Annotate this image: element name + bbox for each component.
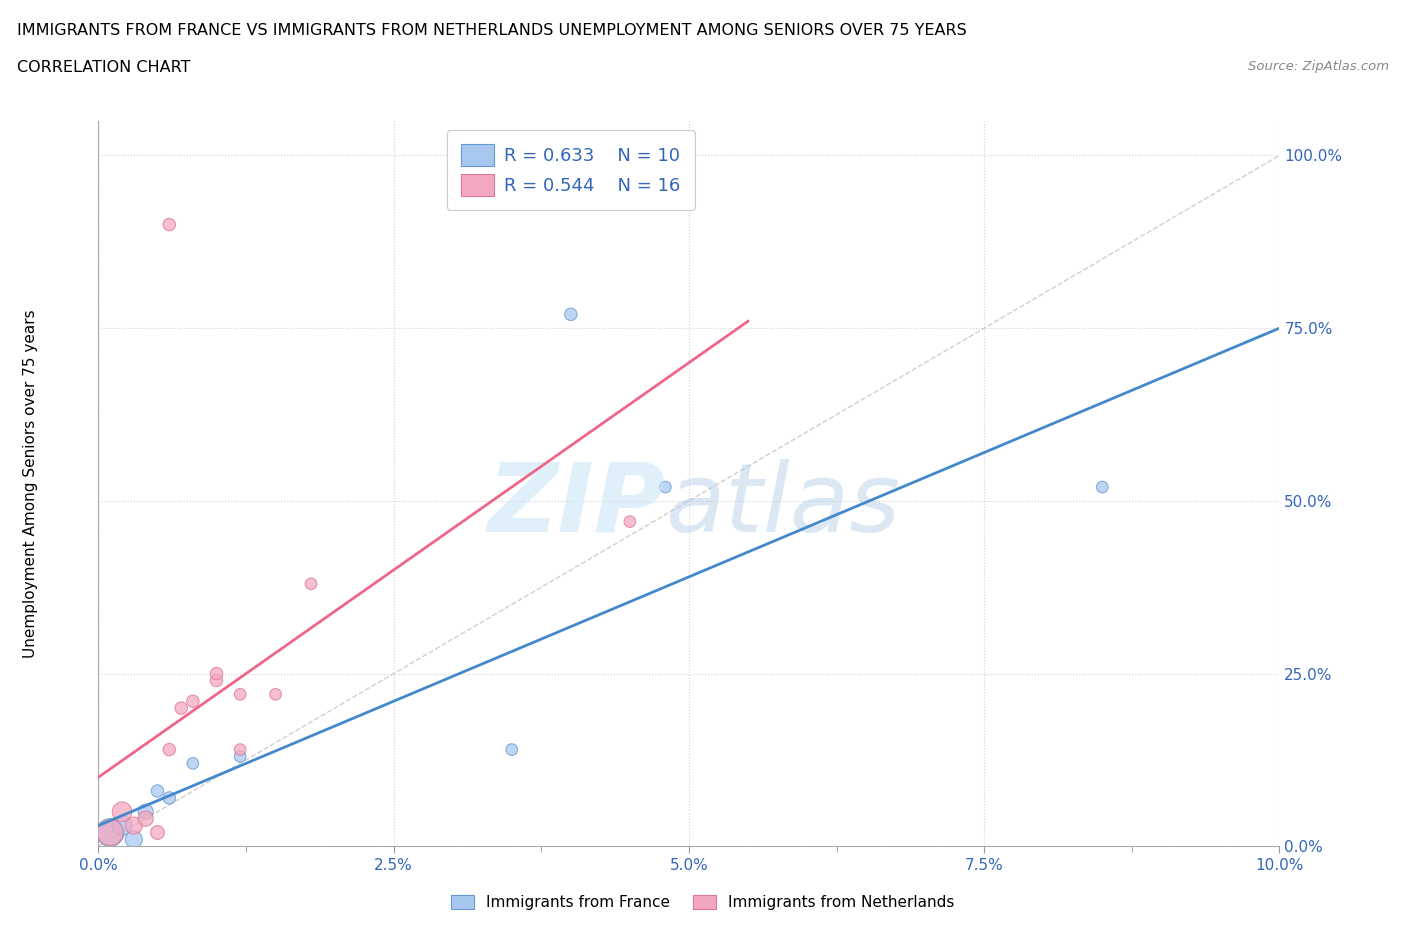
Point [170,700,193,715]
Point [229,742,252,757]
Point [157,217,180,232]
Text: Unemployment Among Seniors over 75 years: Unemployment Among Seniors over 75 years [24,310,38,658]
Point [146,784,169,799]
Text: atlas: atlas [665,458,900,551]
Point [205,666,228,681]
Point [135,804,157,819]
Text: IMMIGRANTS FROM FRANCE VS IMMIGRANTS FROM NETHERLANDS UNEMPLOYMENT AMONG SENIORS: IMMIGRANTS FROM FRANCE VS IMMIGRANTS FRO… [17,23,966,38]
Legend: R = 0.633    N = 10, R = 0.544    N = 16: R = 0.633 N = 10, R = 0.544 N = 16 [447,130,695,210]
Point [264,687,287,702]
Point [111,818,134,833]
Point [157,742,180,757]
Point [229,687,252,702]
Text: Source: ZipAtlas.com: Source: ZipAtlas.com [1249,60,1389,73]
Text: ZIP: ZIP [488,458,665,551]
Legend: Immigrants from France, Immigrants from Netherlands: Immigrants from France, Immigrants from … [443,887,963,918]
Point [181,756,204,771]
Point [135,811,157,826]
Point [122,832,145,847]
Point [98,825,121,840]
Text: CORRELATION CHART: CORRELATION CHART [17,60,190,75]
Point [111,804,134,819]
Point [560,307,582,322]
Point [619,514,641,529]
Point [146,825,169,840]
Point [501,742,523,757]
Point [299,577,322,591]
Point [98,825,121,840]
Point [122,818,145,833]
Point [205,673,228,688]
Point [157,790,180,805]
Point [536,845,558,860]
Point [654,480,676,495]
Point [1091,480,1114,495]
Point [229,749,252,764]
Point [181,694,204,709]
